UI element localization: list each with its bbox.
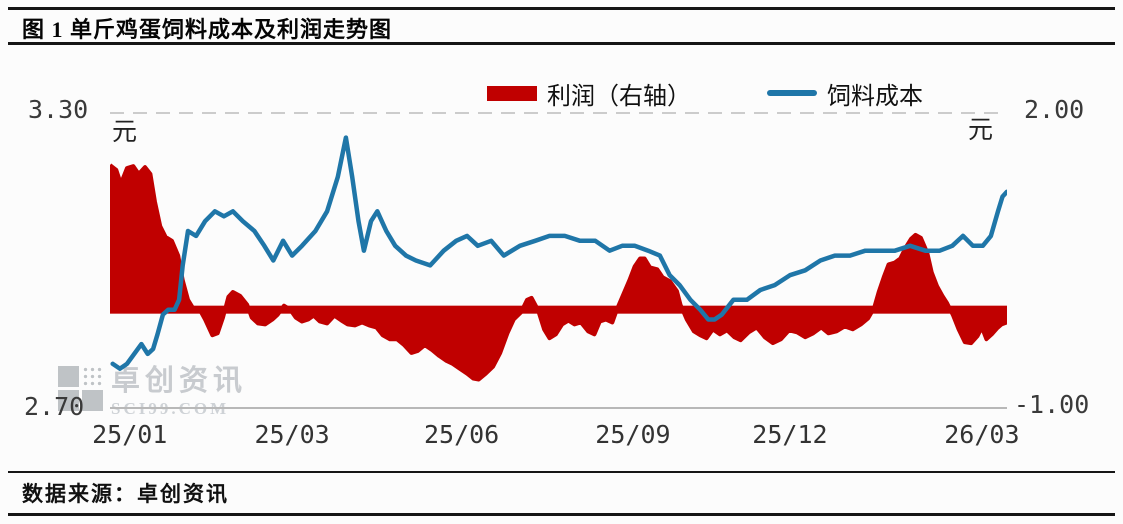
- top-rule-1: [8, 7, 1115, 10]
- left-axis-max-label: 3.30: [28, 95, 89, 124]
- plot-svg: [110, 112, 1007, 409]
- profit-legend-swatch: [487, 85, 537, 101]
- left-axis-min-label: 2.70: [24, 392, 85, 421]
- top-rule-2: [8, 42, 1115, 45]
- figure-title: 图 1 单斤鸡蛋饲料成本及利润走势图: [22, 17, 393, 42]
- profit-legend-label: 利润（右轴）: [547, 83, 691, 110]
- x-tick-label: 25/03: [254, 420, 330, 449]
- right-axis-min-label: -1.00: [1014, 390, 1090, 419]
- bottom-rule-2: [8, 513, 1115, 516]
- x-tick-label: 25/12: [752, 420, 828, 449]
- x-tick-label: 25/06: [423, 420, 500, 449]
- right-axis-unit: 元: [968, 117, 994, 144]
- x-tick-label: 25/01: [92, 420, 168, 449]
- chart-legend: 利润（右轴） 饲料成本: [487, 81, 923, 110]
- x-axis-tick-labels: 25/01 25/03 25/06 25/09 25/12 26/03: [0, 420, 1123, 452]
- x-tick-label: 25/09: [595, 420, 671, 449]
- bottom-rule-1: [8, 471, 1115, 473]
- left-axis-unit: 元: [112, 119, 138, 146]
- sci99-logo-icon: [58, 366, 103, 411]
- watermark-name: 卓创资讯: [111, 365, 248, 397]
- cost-legend-label: 饲料成本: [827, 83, 923, 110]
- right-axis-max-label: 2.00: [1024, 95, 1085, 124]
- cost-legend-swatch: [767, 90, 817, 96]
- data-source: 数据来源：卓创资讯: [22, 482, 229, 506]
- x-tick-label: 26/03: [944, 420, 1020, 449]
